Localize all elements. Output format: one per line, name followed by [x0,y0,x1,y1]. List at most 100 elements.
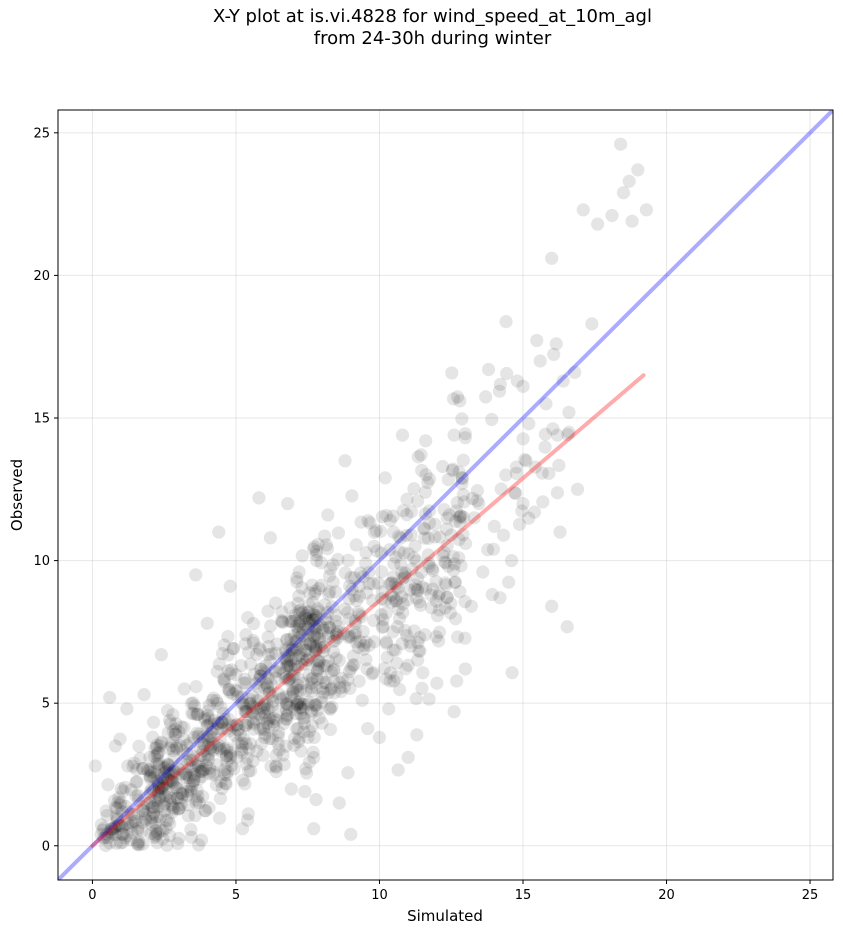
scatter-point [264,677,278,691]
scatter-point [254,701,268,715]
scatter-point [308,699,322,713]
scatter-point [188,808,202,823]
scatter-point [231,723,245,737]
scatter-point [276,691,290,705]
scatter-point [413,598,428,612]
scatter-point [479,390,493,404]
scatter-point [304,704,318,718]
scatter-point [352,589,366,603]
scatter-point [522,417,536,431]
scatter-point [570,482,585,496]
scatter-point [219,749,234,763]
scatter-point [246,700,260,714]
scatter-point [104,822,118,836]
scatter-point [282,700,296,714]
scatter-point [400,593,414,607]
scatter-point [348,628,362,642]
scatter-point [254,662,268,676]
scatter-point [302,616,316,630]
x-tick-label: 25 [802,888,819,903]
scatter-point [486,542,501,556]
scatter-point [258,682,272,696]
identity-line [58,110,833,880]
scatter-point [165,735,179,749]
scatter-point [99,804,113,818]
scatter-point [317,658,331,673]
scatter-point [284,653,298,668]
scatter-point [166,800,180,815]
scatter-point [296,697,310,711]
scatter-point [101,831,115,845]
scatter-point [196,764,210,778]
scatter-point [310,544,324,558]
scatter-point [396,571,410,586]
scatter-point [388,577,403,591]
scatter-point [298,618,312,632]
scatter-point [223,746,238,760]
scatter-point [374,546,389,560]
scatter-point [260,698,274,712]
scatter-point [161,759,175,773]
scatter-point [329,615,343,629]
scatter-point [230,717,244,732]
scatter-point [149,794,163,808]
scatter-point [177,720,191,735]
scatter-point [114,795,128,810]
scatter-point [246,715,260,729]
scatter-point [428,517,442,531]
scatter-point [231,690,245,704]
scatter-point [182,779,196,794]
scatter-point [157,766,172,780]
scatter-point [279,690,293,704]
x-axis-label: Simulated [407,907,483,925]
scatter-point [148,816,163,830]
scatter-point [296,711,310,725]
scatter-point [223,718,237,732]
scatter-point [113,836,128,850]
scatter-point [114,782,128,796]
scatter-point [198,804,212,818]
scatter-point [94,827,108,841]
scatter-point [279,696,294,710]
scatter-point [289,706,303,721]
scatter-point [307,612,321,626]
scatter-point [115,827,129,841]
scatter-point [174,797,188,812]
scatter-point [107,820,122,835]
scatter-point [186,707,201,721]
scatter-point [153,823,167,837]
scatter-point [323,682,337,697]
scatter-point [135,803,149,818]
scatter-point [179,766,193,780]
scatter-point [349,538,363,552]
scatter-point [246,633,260,648]
scatter-point [217,638,231,652]
scatter-point [240,813,255,827]
scatter-point [241,611,255,625]
scatter-point [305,719,319,733]
scatter-point [291,596,305,610]
scatter-point [415,681,429,695]
scatter-point [476,565,490,579]
scatter-point [265,699,279,713]
scatter-point [150,748,164,762]
scatter-point [203,717,217,731]
scatter-point [307,730,321,745]
scatter-point [323,702,337,716]
scatter-point [414,448,428,462]
scatter-point [312,654,326,668]
scatter-point [229,668,243,682]
scatter-point [309,609,323,623]
scatter-point [392,529,406,543]
scatter-point [417,522,432,536]
scatter-point [190,707,205,721]
scatter-point [252,491,266,505]
scatter-point [150,741,164,755]
scatter-point [299,643,313,658]
scatter-point [444,596,458,610]
scatter-point [438,601,452,615]
scatter-point [458,595,472,609]
scatter-point [419,468,433,482]
scatter-point [391,602,405,616]
scatter-point [165,775,180,789]
